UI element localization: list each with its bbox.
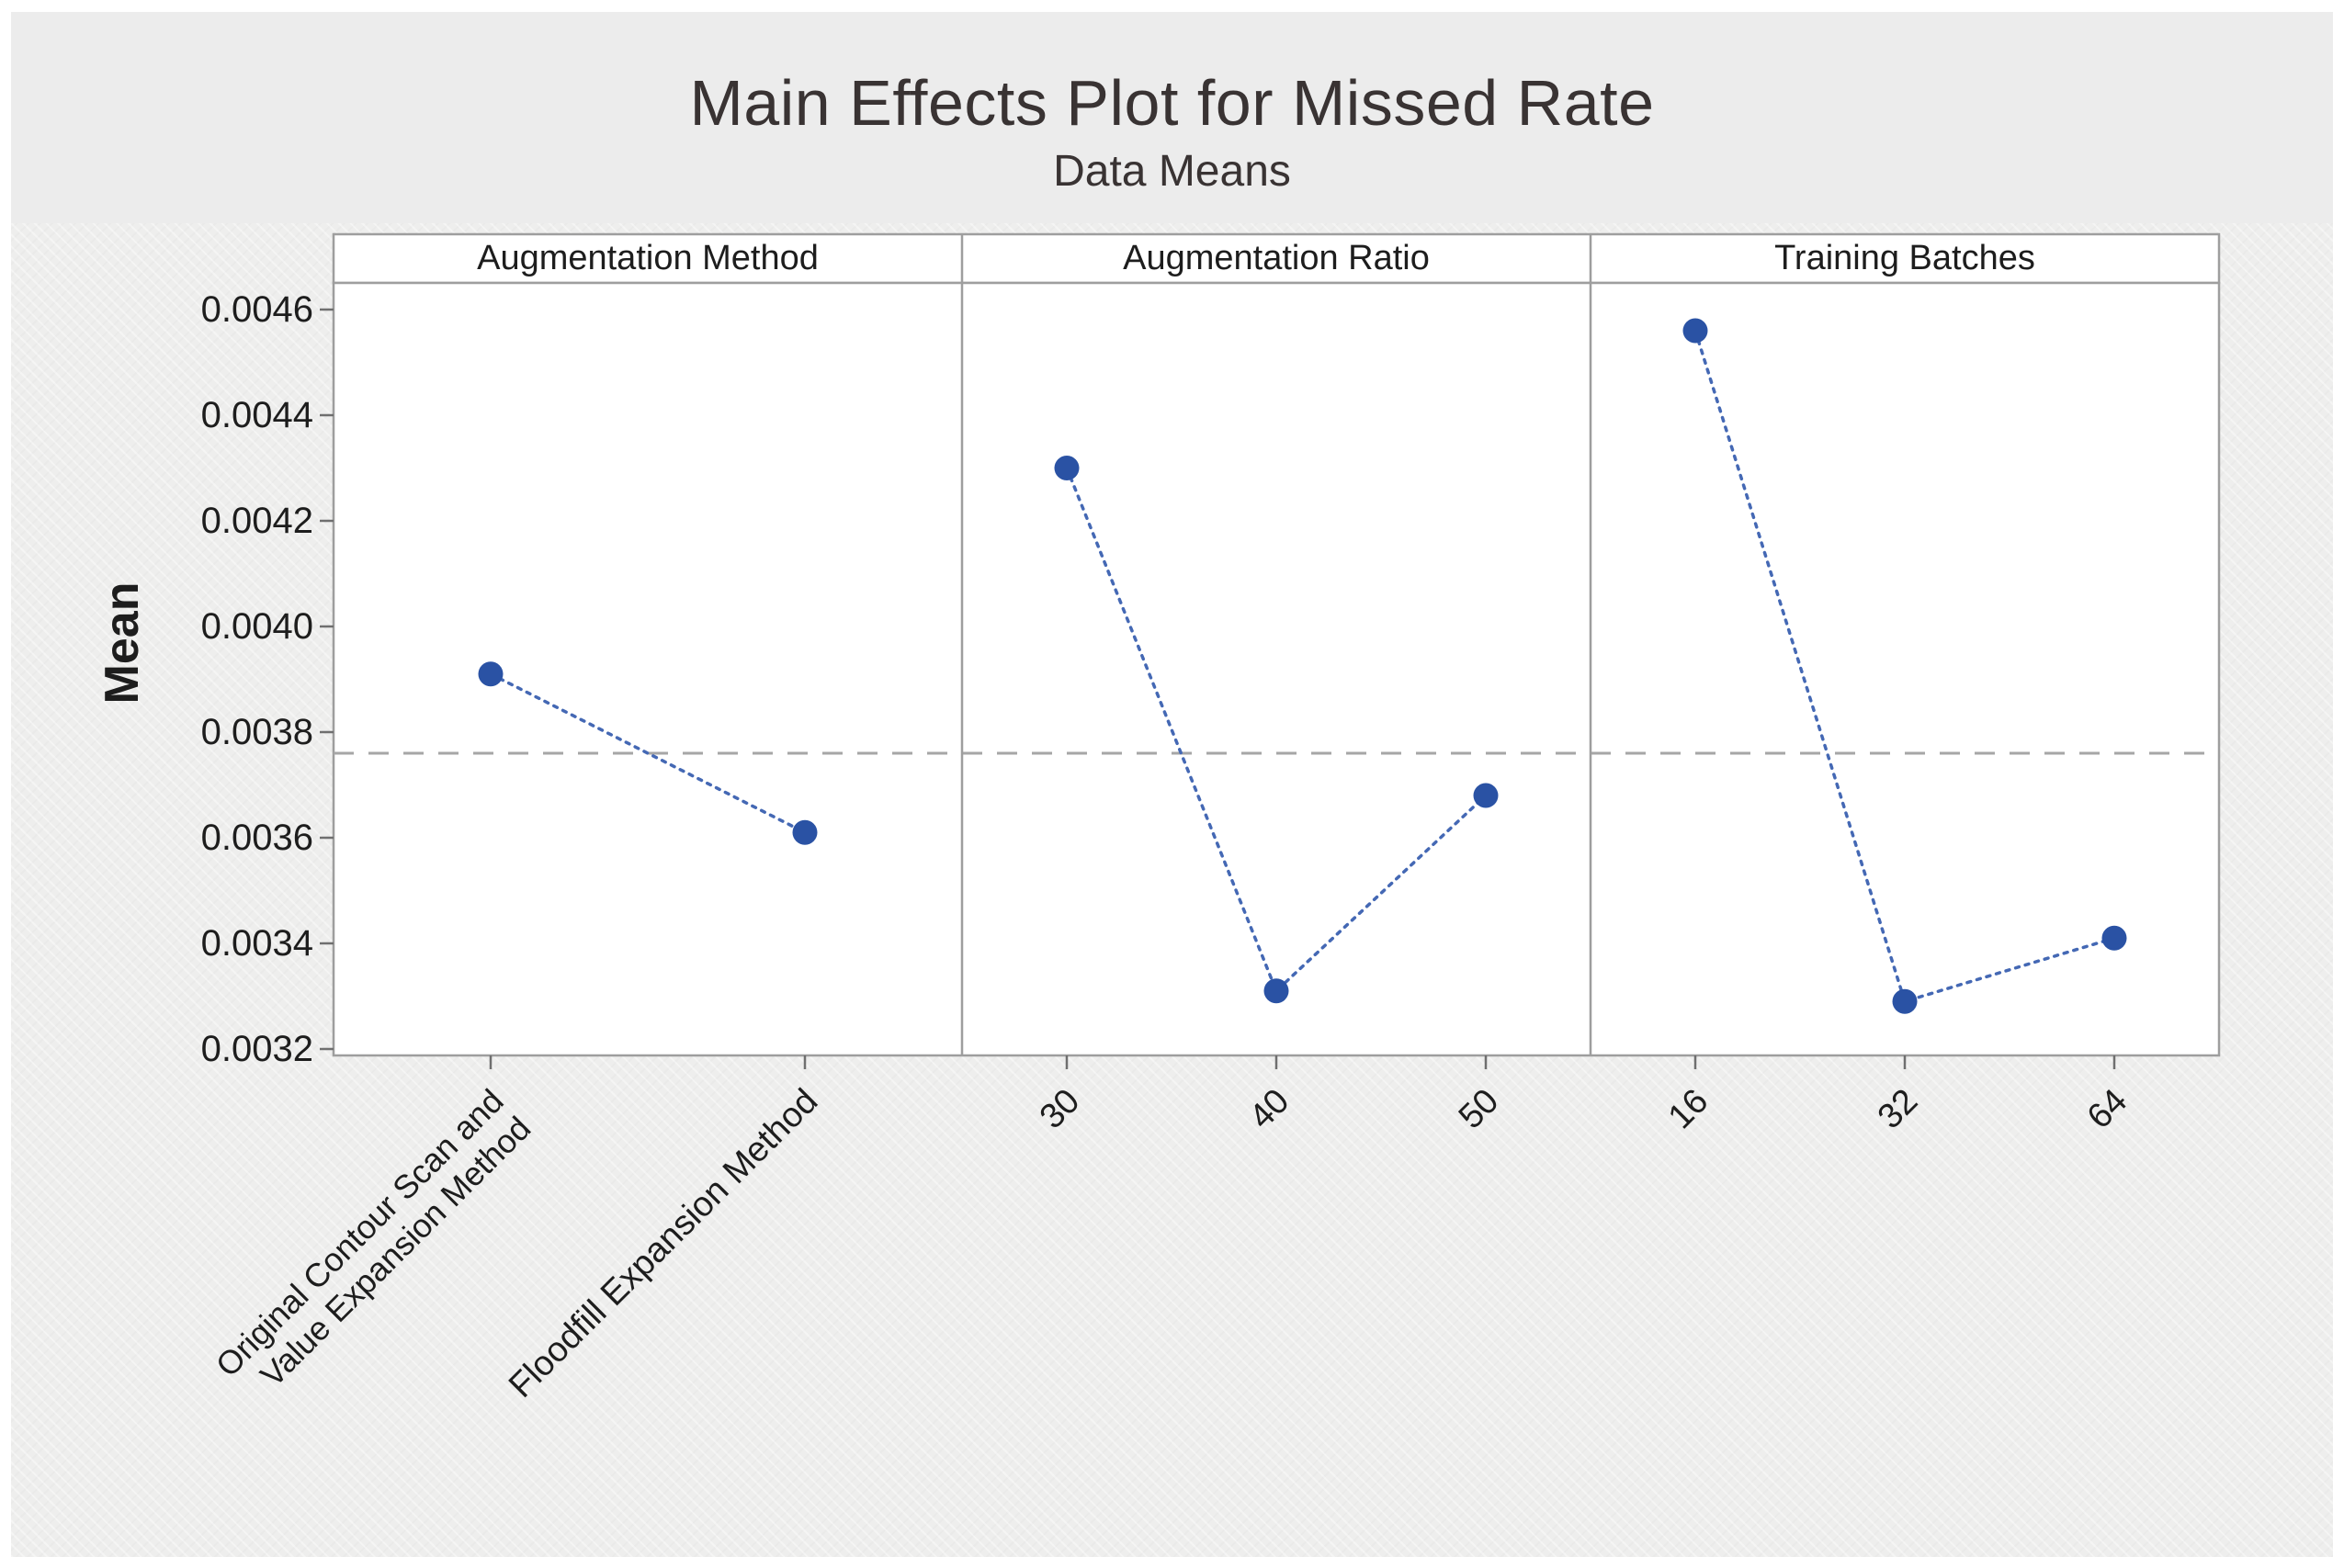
y-tick-label: 0.0036 [201, 818, 313, 858]
mean-point-marker [1892, 988, 1918, 1014]
y-tick-label: 0.0032 [201, 1029, 313, 1069]
x-tick-label: 64 [2080, 1082, 2135, 1137]
chart-title: Main Effects Plot for Missed Rate [689, 67, 1655, 139]
y-tick-label: 0.0044 [201, 395, 313, 435]
y-tick-label: 0.0040 [201, 606, 313, 647]
x-tick-label: Floodfill Expansion Method [502, 1082, 825, 1405]
x-tick-label: 40 [1242, 1082, 1297, 1137]
y-tick-label: 0.0034 [201, 923, 313, 964]
x-tick-label-line: 40 [1242, 1082, 1297, 1137]
y-tick-label: 0.0038 [201, 712, 313, 752]
mean-point-marker [1263, 978, 1289, 1004]
panel-header-label: Augmentation Method [477, 239, 819, 277]
mean-point-marker [2101, 925, 2127, 951]
chart-subtitle: Data Means [1053, 147, 1291, 196]
mean-point-marker [1054, 456, 1080, 480]
x-tick-label-line: 50 [1452, 1082, 1507, 1137]
x-tick-label-line: 32 [1871, 1082, 1926, 1137]
x-tick-label-line: Value Expansion Method [253, 1109, 538, 1393]
y-tick-label: 0.0042 [201, 501, 313, 541]
panel-header-label: Training Batches [1774, 239, 2035, 277]
panel-header-label: Augmentation Ratio [1123, 239, 1430, 277]
x-tick-label-line: 16 [1661, 1082, 1716, 1137]
mean-connector-line [489, 672, 807, 834]
mean-point-marker [1682, 318, 1708, 344]
x-tick-label-line: Original Contour Scan and [209, 1082, 511, 1384]
x-tick-label: 50 [1452, 1082, 1507, 1137]
y-tick-label: 0.0046 [201, 289, 313, 330]
mean-point-marker [1473, 783, 1499, 808]
x-tick-label: 32 [1871, 1082, 1926, 1137]
x-tick-label-line: 64 [2080, 1082, 2135, 1137]
title-band: Main Effects Plot for Missed Rate Data M… [11, 12, 2333, 223]
y-axis-title: Mean [96, 582, 149, 705]
panel-header-strip [332, 232, 2221, 285]
x-tick-label: 30 [1033, 1082, 1088, 1137]
mean-point-marker [478, 661, 504, 687]
x-tick-label-line: 30 [1033, 1082, 1088, 1137]
plot-frame [332, 281, 2221, 1057]
x-tick-label: 16 [1661, 1082, 1716, 1137]
mean-connector-line [1693, 329, 2116, 1004]
mean-point-marker [792, 819, 818, 845]
x-tick-label-line: Floodfill Expansion Method [502, 1082, 825, 1405]
